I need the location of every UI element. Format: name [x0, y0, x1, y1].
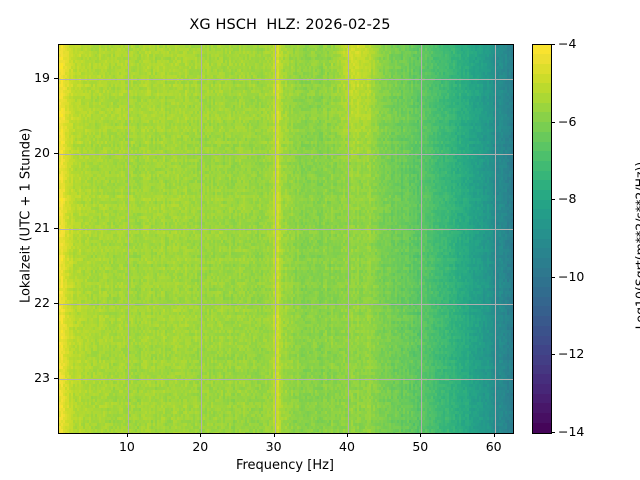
gridline-horizontal: [59, 228, 513, 230]
gridline-vertical: [494, 45, 496, 433]
colorbar-gradient: [533, 45, 551, 433]
x-tick-mark: [346, 433, 348, 437]
gridline-vertical: [201, 45, 203, 433]
colorbar-tick-label: −6: [558, 113, 577, 129]
gridline-horizontal: [59, 378, 513, 380]
y-tick-label: 19: [34, 69, 50, 85]
y-tick-mark: [54, 152, 58, 154]
gridline-horizontal: [59, 303, 513, 305]
colorbar-tick-mark: [551, 199, 555, 201]
x-tick-label: 60: [485, 439, 502, 454]
y-tick-label: 21: [34, 219, 50, 235]
x-tick-mark: [493, 433, 495, 437]
page-title: XG HSCH HLZ: 2026-02-25: [189, 17, 391, 33]
y-axis-label: Lokalzeit (UTC + 1 Stunde): [18, 127, 34, 304]
x-tick-label: 40: [339, 439, 355, 454]
y-tick-mark: [54, 77, 58, 79]
colorbar-tick-mark: [551, 276, 555, 278]
y-tick-label: 23: [34, 369, 50, 385]
spectrogram-image: [59, 45, 513, 433]
x-tick-label: 30: [265, 439, 282, 454]
gridline-horizontal: [59, 153, 513, 155]
x-tick-mark: [200, 433, 202, 437]
x-tick-mark: [420, 433, 422, 437]
colorbar-tick-mark: [551, 44, 555, 45]
colorbar-tick-label: −12: [558, 346, 585, 362]
x-axis-label: Frequency [Hz]: [235, 458, 335, 473]
colorbar-axes: [532, 44, 552, 434]
gridline-vertical: [274, 45, 276, 433]
x-tick-label: 10: [118, 439, 135, 454]
colorbar-tick-mark: [551, 432, 555, 433]
x-tick-mark: [126, 433, 128, 437]
colorbar-tick-mark: [551, 121, 555, 123]
y-tick-mark: [54, 302, 58, 304]
colorbar-tick-label: −10: [558, 268, 585, 284]
colorbar-label: Log10(Sqrt(m**2/s**2/Hz)): [632, 161, 640, 330]
y-tick-label: 22: [34, 294, 50, 310]
colorbar-tick-label: −4: [558, 36, 577, 51]
x-tick-label: 50: [412, 439, 429, 454]
y-tick-mark: [54, 227, 58, 229]
gridline-vertical: [421, 45, 423, 433]
x-tick-label: 20: [192, 439, 209, 454]
spectrogram-axes: [58, 44, 514, 434]
y-tick-label: 20: [34, 144, 50, 160]
gridline-vertical: [347, 45, 349, 433]
y-tick-mark: [54, 377, 58, 379]
colorbar-tick-label: −8: [558, 191, 577, 207]
colorbar-tick-label: −14: [558, 424, 585, 439]
gridline-horizontal: [59, 78, 513, 80]
colorbar-tick-mark: [551, 354, 555, 356]
gridline-vertical: [127, 45, 129, 433]
x-tick-mark: [273, 433, 275, 437]
